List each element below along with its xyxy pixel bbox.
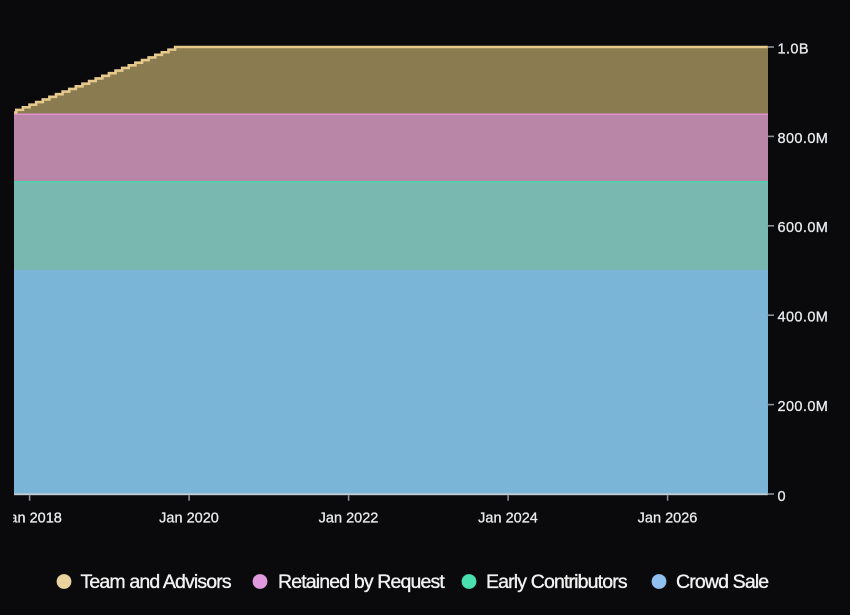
- svg-text:Jan 2020: Jan 2020: [159, 511, 219, 527]
- svg-text:800.0M: 800.0M: [778, 131, 829, 147]
- svg-text:Jan 2026: Jan 2026: [638, 511, 698, 527]
- svg-text:Jan 2018: Jan 2018: [2, 511, 62, 527]
- svg-text:200.0M: 200.0M: [778, 399, 829, 415]
- svg-text:Retained by Request: Retained by Request: [278, 571, 445, 593]
- svg-text:400.0M: 400.0M: [778, 310, 829, 326]
- svg-text:Crowd Sale: Crowd Sale: [676, 571, 768, 593]
- svg-text:Team and Advisors: Team and Advisors: [81, 571, 232, 593]
- svg-text:1.0B: 1.0B: [778, 41, 809, 57]
- svg-text:Early Contributors: Early Contributors: [486, 571, 628, 593]
- svg-text:600.0M: 600.0M: [778, 220, 829, 236]
- svg-text:Jan 2024: Jan 2024: [478, 511, 538, 527]
- svg-text:0: 0: [778, 489, 786, 505]
- svg-text:Jan 2022: Jan 2022: [319, 511, 379, 527]
